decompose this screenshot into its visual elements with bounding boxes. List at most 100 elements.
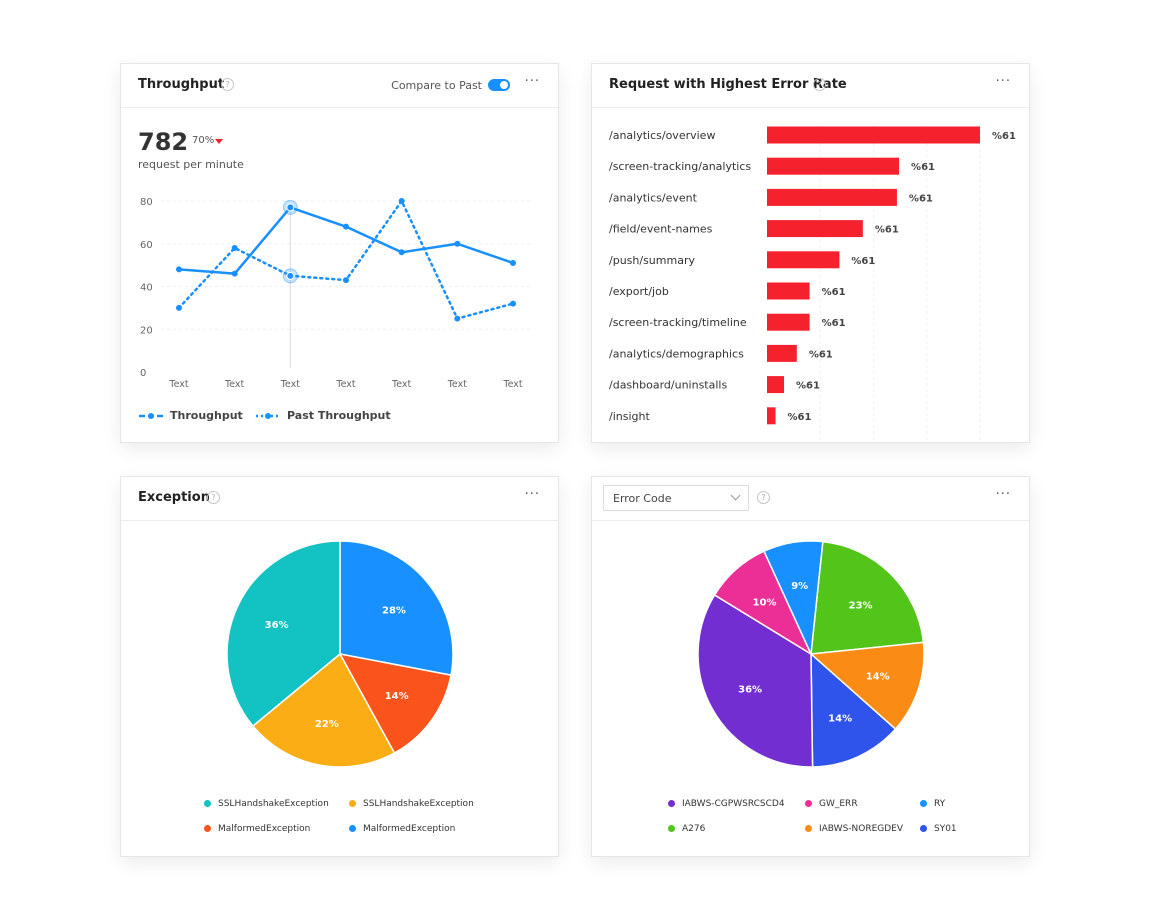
- legend-item[interactable]: GW_ERR: [805, 799, 858, 809]
- legend-past-throughput[interactable]: Past Throughput: [287, 409, 391, 422]
- compare-label: Compare to Past: [391, 79, 482, 92]
- data-point: [398, 249, 405, 256]
- bar-value-label: %61: [875, 225, 899, 236]
- bar-category-label: /dashboard/uninstalls: [609, 379, 727, 392]
- toggle-knob: [500, 81, 508, 89]
- card-title: Throughput: [138, 77, 225, 92]
- pie-data-label: 14%: [828, 714, 852, 725]
- data-point: [231, 270, 238, 277]
- more-icon[interactable]: ···: [524, 74, 540, 89]
- legend-label: SY01: [934, 824, 957, 834]
- more-icon[interactable]: ···: [995, 487, 1011, 502]
- legend-dot-icon: [920, 825, 927, 832]
- legend-throughput[interactable]: Throughput: [170, 409, 243, 422]
- past-throughput-line: [177, 199, 515, 320]
- legend-label: A276: [682, 824, 706, 834]
- pie-slice: [339, 540, 454, 677]
- pie-data-label: 28%: [382, 605, 406, 616]
- y-tick-label: 60: [140, 240, 153, 251]
- x-tick-label: Text: [391, 379, 411, 390]
- card-header: Throughput ? Compare to Past ···: [121, 64, 558, 108]
- legend-item[interactable]: SY01: [920, 824, 957, 834]
- compare-toggle[interactable]: [488, 79, 510, 91]
- legend-item[interactable]: MalformedException: [204, 824, 310, 834]
- data-point: [343, 277, 349, 284]
- error-code-pie-chart: 23% 14% 14% 36% 10% 9%: [697, 540, 925, 768]
- x-tick-label: Text: [168, 379, 188, 390]
- pie-slice: [338, 652, 452, 755]
- pie-data-label: 10%: [753, 598, 777, 609]
- bar-category-label: /field/event-names: [609, 223, 713, 236]
- pie-data-label: 23%: [849, 601, 873, 612]
- dropdown-label: Error Code: [613, 492, 672, 505]
- pie-slice: [251, 652, 396, 768]
- bar: [767, 188, 897, 206]
- bar: [767, 376, 785, 394]
- bar-value-label: %61: [822, 318, 846, 329]
- error-code-dropdown[interactable]: Error Code: [603, 485, 749, 511]
- card-header: Exception ? ···: [121, 477, 558, 521]
- data-point: [454, 240, 461, 247]
- throughput-line: [178, 206, 514, 275]
- bar-value-label: %61: [909, 193, 933, 204]
- legend-item[interactable]: SSLHandshakeException: [349, 799, 474, 809]
- legend-dot-icon: [668, 825, 675, 832]
- legend-label: SSLHandshakeException: [218, 799, 329, 809]
- bar: [767, 344, 797, 362]
- help-icon[interactable]: ?: [221, 78, 234, 91]
- help-icon[interactable]: ?: [813, 78, 826, 91]
- bar-value-label: %61: [809, 349, 833, 360]
- legend-dot-icon: [349, 825, 356, 832]
- data-point: [510, 259, 516, 266]
- legend-dot-icon: [204, 825, 211, 832]
- legend-label: SSLHandshakeException: [363, 799, 474, 809]
- bar-value-label: %61: [851, 256, 875, 267]
- legend-item[interactable]: SSLHandshakeException: [204, 799, 329, 809]
- x-tick-label: Text: [335, 379, 355, 390]
- exception-pie-chart: 28% 14% 22% 36%: [226, 540, 454, 768]
- data-point: [286, 203, 295, 212]
- legend-item[interactable]: MalformedException: [349, 824, 455, 834]
- more-icon[interactable]: ···: [995, 74, 1011, 89]
- pie-slice: [226, 540, 341, 728]
- bar: [767, 282, 810, 300]
- bar: [767, 157, 900, 175]
- pie-data-label: 14%: [385, 691, 409, 702]
- legend-item[interactable]: IABWS-NOREGDEV: [805, 824, 903, 834]
- exception-card: Exception ? ··· 28% 14% 22% 36% SSLHandshak…: [120, 476, 559, 857]
- x-tick-label: Text: [224, 379, 244, 390]
- bar-category-label: /analytics/overview: [609, 129, 715, 142]
- change-percent: 70%: [192, 135, 215, 146]
- throughput-value: 782: [138, 128, 189, 156]
- more-icon[interactable]: ···: [524, 487, 540, 502]
- bar: [767, 220, 863, 238]
- bar: [767, 407, 776, 425]
- help-icon[interactable]: ?: [757, 491, 770, 504]
- pie-slice: [810, 540, 925, 655]
- data-point: [286, 271, 295, 280]
- pie-data-label: 36%: [738, 685, 762, 696]
- bar-category-label: /analytics/demographics: [609, 347, 744, 360]
- line-chart: 0 20 40 60 80 Text Text Text Text Text Text Text: [140, 197, 533, 390]
- pie-slice: [810, 652, 897, 768]
- y-tick-label: 20: [140, 325, 153, 336]
- data-point: [510, 300, 516, 307]
- pie-slice: [763, 540, 824, 657]
- data-point: [231, 245, 238, 252]
- bar: [767, 313, 810, 331]
- legend-item[interactable]: A276: [668, 824, 705, 834]
- pie-data-label: 36%: [265, 620, 289, 631]
- y-tick-label: 0: [140, 368, 146, 379]
- x-tick-label: Text: [447, 379, 467, 390]
- throughput-card: Throughput ? Compare to Past ··· 782 70%…: [120, 63, 559, 443]
- data-point: [176, 266, 182, 273]
- data-point: [343, 223, 349, 230]
- x-tick-label: Text: [280, 379, 300, 390]
- legend-label: IABWS-CGPWSRCSCD4: [682, 799, 785, 809]
- error-code-card: Error Code ? ··· 23% 14% 14% 36% 10% 9% IABWS…: [591, 476, 1030, 857]
- legend-item[interactable]: RY: [920, 799, 945, 809]
- legend-label: MalformedException: [363, 824, 456, 834]
- pie-data-label: 14%: [866, 672, 890, 683]
- legend-item[interactable]: IABWS-CGPWSRCSCD4: [668, 799, 785, 809]
- help-icon[interactable]: ?: [207, 491, 220, 504]
